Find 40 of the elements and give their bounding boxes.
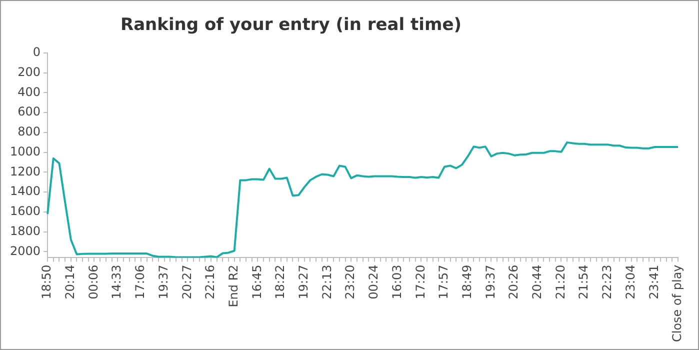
y-tick-label: 1800 <box>10 224 41 238</box>
x-tick-label: 20:44 <box>530 264 544 300</box>
x-tick-label: 18:50 <box>40 264 54 300</box>
x-tick-label: Close of play <box>670 264 684 342</box>
x-tick-label: End R2 <box>226 264 240 308</box>
x-tick-label: 18:49 <box>460 264 474 300</box>
x-tick-label: 22:13 <box>320 264 334 300</box>
x-tick-label: 16:45 <box>250 264 264 300</box>
y-tick-label: 2000 <box>10 244 41 258</box>
x-tick-label: 20:26 <box>506 264 521 300</box>
x-tick-label: 19:37 <box>483 264 498 300</box>
x-tick-label: 00:06 <box>86 264 100 300</box>
x-tick-label: 20:27 <box>180 264 194 300</box>
y-tick-label: 0 <box>32 45 41 60</box>
y-tick-label: 800 <box>18 124 41 139</box>
chart-title: Ranking of your entry (in real time) <box>119 15 462 35</box>
x-tick-label: 23:41 <box>646 264 661 300</box>
x-tick-label: 19:37 <box>156 264 170 300</box>
x-tick-label: 21:54 <box>576 264 591 300</box>
x-tick-label: 17:20 <box>413 264 428 300</box>
x-tick-label: 20:14 <box>63 264 78 300</box>
x-tick-label: 21:20 <box>553 264 568 300</box>
y-tick-label: 200 <box>18 65 41 79</box>
x-tick-label: 23:04 <box>623 264 638 300</box>
x-tick-label: 16:03 <box>390 264 404 300</box>
y-tick-label: 1000 <box>10 144 41 158</box>
x-tick-label: 14:33 <box>110 264 124 300</box>
y-tick-label: 600 <box>18 104 41 119</box>
x-tick-label: 17:06 <box>133 264 148 300</box>
x-tick-label: 17:57 <box>436 264 451 300</box>
x-tick-label: 22:16 <box>203 264 218 300</box>
x-tick-label: 23:20 <box>343 264 358 300</box>
y-tick-label: 1200 <box>10 164 41 178</box>
y-tick-label: 1400 <box>10 184 41 198</box>
x-tick-label: 22:23 <box>600 264 614 300</box>
y-tick-label: 400 <box>18 84 41 99</box>
y-tick-label: 1600 <box>10 204 41 218</box>
x-tick-label: 18:22 <box>273 264 288 300</box>
x-tick-label: 00:24 <box>366 264 381 300</box>
x-tick-label: 19:27 <box>296 264 311 300</box>
